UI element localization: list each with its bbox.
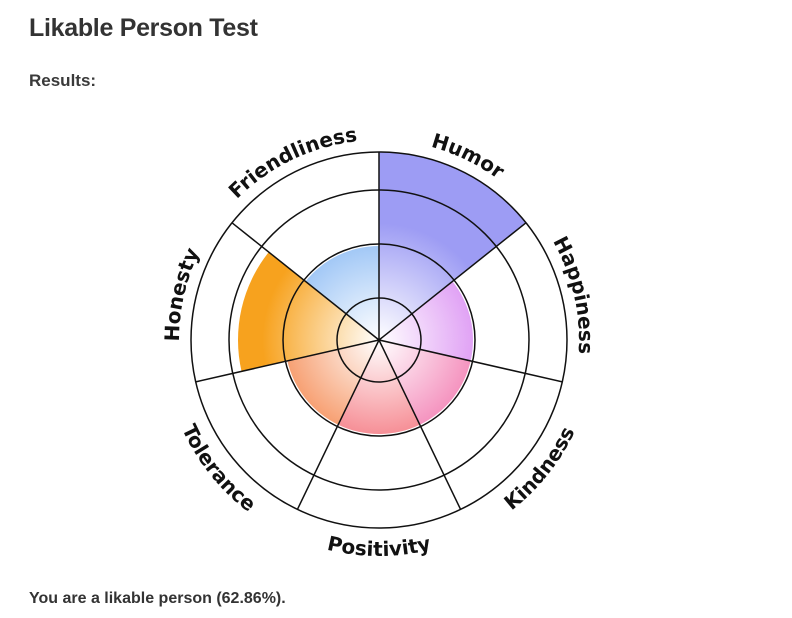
slice-honesty: [238, 252, 379, 372]
page-title: Likable Person Test: [29, 14, 258, 42]
slice-positivity: [338, 340, 420, 434]
grid-spoke-5: [296, 339, 380, 510]
label-kindness: Kindness: [499, 423, 579, 515]
slice-humor: [379, 152, 526, 340]
slice-kindness: [379, 340, 471, 425]
slice-happiness: [379, 281, 473, 361]
grid-spoke-7: [231, 222, 380, 341]
results-label: Results:: [29, 71, 97, 90]
grid-spoke-2: [378, 222, 527, 341]
slice-tolerance: [287, 340, 379, 425]
result-summary: You are a likable person (62.86%).: [29, 590, 286, 607]
label-friendliness: Friendliness: [224, 122, 359, 203]
label-tolerance: Tolerance: [177, 420, 260, 516]
label-positivity: Positivity: [325, 531, 432, 561]
grid-spoke-6: [195, 339, 380, 383]
grid-spoke-3: [378, 339, 563, 383]
slice-friendliness: [305, 246, 379, 340]
grid-spoke-4: [378, 339, 462, 510]
label-happiness: Happiness: [548, 232, 598, 354]
